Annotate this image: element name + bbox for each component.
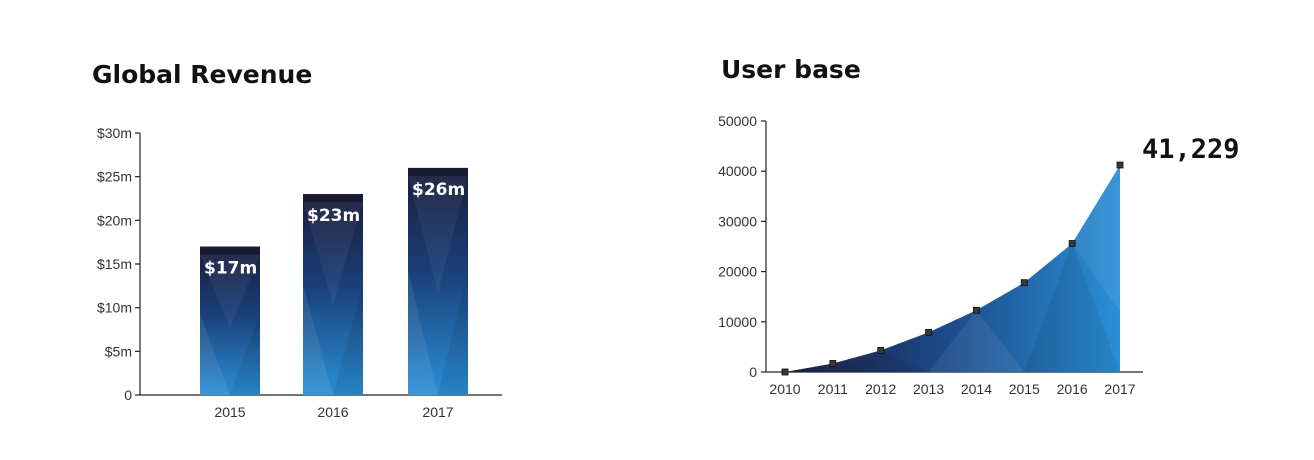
userbase-area-facet xyxy=(832,350,929,372)
revenue-bar-facet xyxy=(303,202,363,305)
userbase-point-marker xyxy=(1116,161,1124,169)
revenue-x-tick-label: 2015 xyxy=(214,404,245,420)
userbase-area-facet xyxy=(1024,243,1120,372)
userbase-area-facet xyxy=(1072,165,1120,312)
userbase-x-tick-label: 2010 xyxy=(769,381,800,397)
userbase-point-marker xyxy=(1068,240,1076,247)
revenue-x-tick-label: 2017 xyxy=(422,404,453,420)
revenue-y-tick-label: $5m xyxy=(105,343,132,359)
revenue-bar-cap xyxy=(303,194,363,203)
userbase-point-marker xyxy=(973,306,980,314)
revenue-bar-data-label: $26m xyxy=(412,180,465,200)
revenue-bar-facet xyxy=(408,270,438,395)
revenue-bar-facet xyxy=(200,313,230,395)
userbase-area xyxy=(785,165,1120,372)
revenue-bar xyxy=(200,246,260,395)
userbase-point-marker xyxy=(877,347,885,354)
revenue-bar xyxy=(303,194,363,395)
revenue-y-tick-label: $25m xyxy=(97,169,132,185)
revenue-bar xyxy=(408,167,468,395)
userbase-area-chart: 0 10000 20000 30000 40000 50000 2010 2011 2012 20… xyxy=(718,113,1239,397)
userbase-latest-value-callout: 41,229 xyxy=(1142,134,1240,165)
revenue-chart-title: Global Revenue xyxy=(92,60,313,89)
userbase-x-tick-label: 2017 xyxy=(1104,381,1135,397)
userbase-y-tick-label: 40000 xyxy=(718,163,757,179)
userbase-x-tick-label: 2016 xyxy=(1057,381,1088,397)
revenue-bar-facet xyxy=(303,284,333,395)
userbase-x-tick-label: 2011 xyxy=(818,381,848,397)
revenue-y-tick-label: $30m xyxy=(97,125,132,141)
revenue-x-tick-label: 2016 xyxy=(317,404,348,420)
userbase-y-tick-label: 10000 xyxy=(718,314,757,330)
userbase-chart-title: User base xyxy=(721,55,861,84)
userbase-y-tick-label: 30000 xyxy=(718,213,757,229)
revenue-bar-cap xyxy=(408,167,468,176)
revenue-bar-facet xyxy=(230,313,260,395)
userbase-y-tick-label: 50000 xyxy=(718,113,757,129)
userbase-point-marker xyxy=(1020,279,1028,287)
revenue-bar-facet xyxy=(333,284,363,395)
userbase-point-marker xyxy=(829,360,837,367)
userbase-x-tick-label: 2014 xyxy=(961,381,992,397)
revenue-bar-chart: 0 $5m $10m $15m $20m $25m $30m $17m 2015 $23m 2016… xyxy=(97,125,502,420)
userbase-y-tick-label: 0 xyxy=(749,364,757,380)
revenue-y-tick-label: 0 xyxy=(124,387,132,403)
revenue-y-tick-label: $15m xyxy=(97,256,132,272)
userbase-x-tick-label: 2012 xyxy=(865,381,896,397)
revenue-bar-data-label: $23m xyxy=(307,206,360,226)
userbase-point-marker xyxy=(781,368,789,376)
revenue-bar-data-label: $17m xyxy=(204,259,257,279)
userbase-y-tick-label: 20000 xyxy=(718,264,757,280)
revenue-bar-facet xyxy=(200,254,260,329)
revenue-y-tick-label: $20m xyxy=(97,212,132,228)
revenue-bar-facet xyxy=(438,270,468,395)
revenue-bar-facet xyxy=(408,175,468,293)
userbase-x-tick-label: 2015 xyxy=(1009,381,1040,397)
userbase-x-tick-label: 2013 xyxy=(913,381,944,397)
userbase-area-facet xyxy=(928,310,1025,372)
userbase-area-facets xyxy=(832,165,1120,372)
revenue-y-tick-label: $10m xyxy=(97,300,132,316)
revenue-bar-cap xyxy=(200,246,260,255)
userbase-point-marker xyxy=(925,328,932,336)
